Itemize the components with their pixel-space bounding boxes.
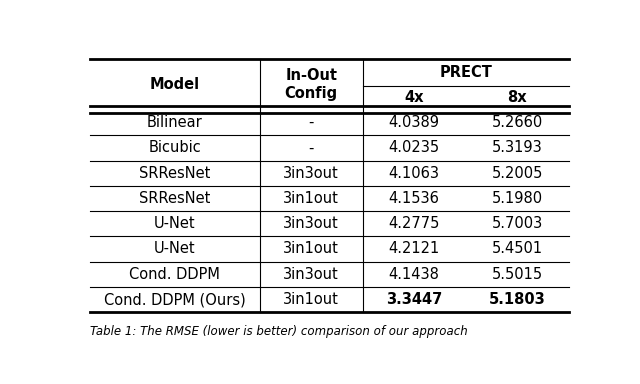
Text: 4x: 4x — [404, 90, 424, 105]
Text: 5.1980: 5.1980 — [492, 191, 543, 206]
Text: Cond. DDPM (Ours): Cond. DDPM (Ours) — [104, 292, 246, 307]
Text: 4.1438: 4.1438 — [388, 267, 440, 282]
Text: 3in3out: 3in3out — [284, 267, 339, 282]
Text: 4.0235: 4.0235 — [388, 141, 440, 156]
Text: 5.2660: 5.2660 — [492, 115, 543, 130]
Text: 5.2005: 5.2005 — [492, 166, 543, 180]
Text: 5.5015: 5.5015 — [492, 267, 543, 282]
Text: SRResNet: SRResNet — [139, 166, 211, 180]
Text: Model: Model — [150, 77, 200, 92]
Text: 3in1out: 3in1out — [284, 191, 339, 206]
Text: 5.1803: 5.1803 — [489, 292, 545, 307]
Text: -: - — [308, 141, 314, 156]
Text: 3in3out: 3in3out — [284, 216, 339, 231]
Text: Bicubic: Bicubic — [148, 141, 201, 156]
Text: SRResNet: SRResNet — [139, 191, 211, 206]
Text: 4.1536: 4.1536 — [388, 191, 440, 206]
Text: 3in3out: 3in3out — [284, 166, 339, 180]
Text: 4.1063: 4.1063 — [388, 166, 440, 180]
Text: Cond. DDPM: Cond. DDPM — [129, 267, 220, 282]
Text: Bilinear: Bilinear — [147, 115, 203, 130]
Text: U-Net: U-Net — [154, 242, 196, 257]
Text: In-Out
Config: In-Out Config — [285, 68, 338, 101]
Text: U-Net: U-Net — [154, 216, 196, 231]
Text: 5.7003: 5.7003 — [492, 216, 543, 231]
Text: -: - — [308, 115, 314, 130]
Text: 8x: 8x — [508, 90, 527, 105]
Text: 5.4501: 5.4501 — [492, 242, 543, 257]
Text: 3in1out: 3in1out — [284, 242, 339, 257]
Text: 5.3193: 5.3193 — [492, 141, 543, 156]
Text: Table 1: The RMSE (lower is better) comparison of our approach: Table 1: The RMSE (lower is better) comp… — [90, 326, 468, 339]
Text: 4.2775: 4.2775 — [388, 216, 440, 231]
Text: 4.2121: 4.2121 — [388, 242, 440, 257]
Text: 3in1out: 3in1out — [284, 292, 339, 307]
Text: PRECT: PRECT — [439, 65, 492, 80]
Text: 3.3447: 3.3447 — [386, 292, 442, 307]
Text: 4.0389: 4.0389 — [388, 115, 440, 130]
